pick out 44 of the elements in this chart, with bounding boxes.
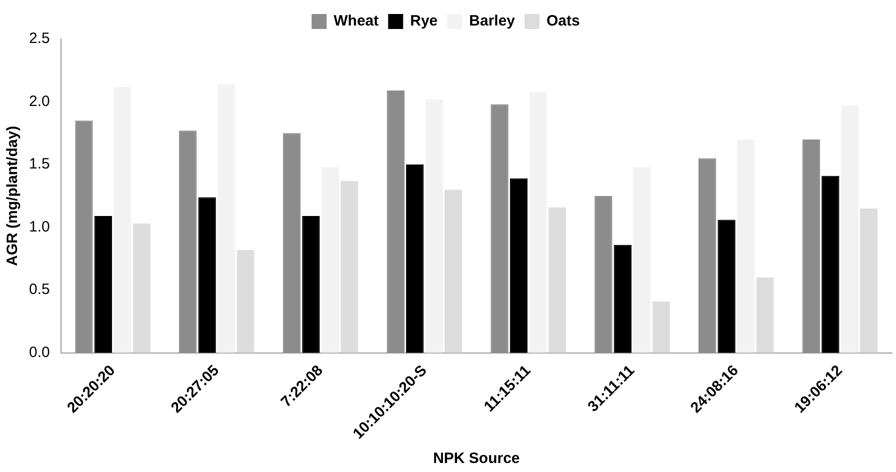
bar bbox=[756, 278, 774, 353]
bar bbox=[406, 164, 424, 353]
legend-label: Barley bbox=[469, 12, 516, 30]
bar bbox=[633, 167, 651, 353]
legend-label: Wheat bbox=[334, 12, 379, 30]
y-tick-label: 0.0 bbox=[28, 344, 50, 362]
y-tick-label: 1.0 bbox=[28, 218, 50, 236]
bar bbox=[321, 167, 340, 353]
bar bbox=[614, 244, 632, 353]
bar bbox=[340, 180, 358, 353]
bar bbox=[718, 220, 736, 353]
bar bbox=[802, 139, 820, 353]
bar bbox=[132, 224, 150, 353]
bar bbox=[386, 90, 404, 353]
bar bbox=[822, 176, 840, 353]
bar bbox=[94, 216, 112, 353]
bar bbox=[425, 99, 443, 353]
bar bbox=[75, 120, 93, 353]
legend-label: Rye bbox=[410, 12, 438, 30]
y-tick-label: 1.5 bbox=[28, 156, 50, 173]
x-axis-title: NPK Source bbox=[433, 450, 520, 468]
bar bbox=[860, 208, 878, 353]
bar bbox=[698, 158, 716, 353]
bar bbox=[529, 92, 547, 353]
bar bbox=[444, 190, 462, 353]
bar bbox=[490, 104, 508, 353]
y-tick-label: 0.5 bbox=[28, 281, 50, 298]
bar bbox=[179, 130, 197, 353]
bar bbox=[548, 207, 566, 353]
y-tick-label: 2.0 bbox=[28, 92, 50, 110]
bar bbox=[198, 197, 216, 353]
bar bbox=[236, 250, 254, 353]
bar bbox=[510, 178, 528, 353]
bar bbox=[736, 139, 755, 353]
bar bbox=[594, 196, 612, 353]
y-axis-title: AGR (mg/plant/day) bbox=[4, 126, 22, 266]
bar bbox=[282, 133, 301, 353]
bar bbox=[217, 84, 236, 353]
bar bbox=[652, 301, 670, 353]
bar bbox=[114, 86, 132, 353]
bar bbox=[840, 106, 859, 353]
bar bbox=[302, 216, 320, 353]
y-tick-label: 2.5 bbox=[28, 30, 50, 48]
legend-label: Oats bbox=[546, 12, 580, 30]
